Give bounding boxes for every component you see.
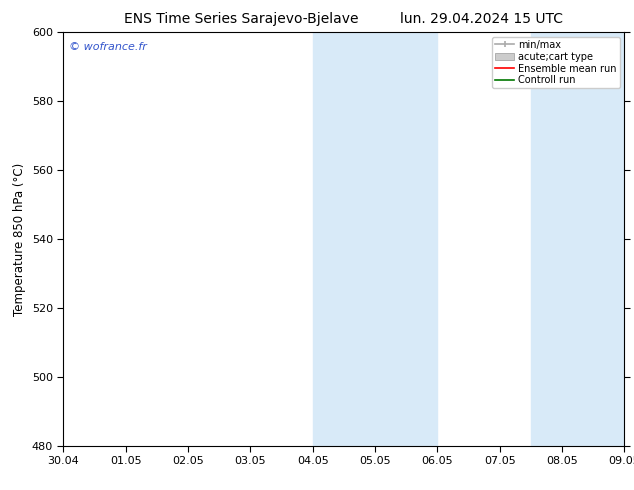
Text: ENS Time Series Sarajevo-Bjelave: ENS Time Series Sarajevo-Bjelave	[124, 12, 358, 26]
Y-axis label: Temperature 850 hPa (°C): Temperature 850 hPa (°C)	[13, 162, 26, 316]
Legend: min/max, acute;cart type, Ensemble mean run, Controll run: min/max, acute;cart type, Ensemble mean …	[492, 37, 619, 88]
Bar	[531, 32, 624, 446]
Text: lun. 29.04.2024 15 UTC: lun. 29.04.2024 15 UTC	[400, 12, 564, 26]
Text: © wofrance.fr: © wofrance.fr	[69, 42, 147, 52]
Bar	[313, 32, 437, 446]
